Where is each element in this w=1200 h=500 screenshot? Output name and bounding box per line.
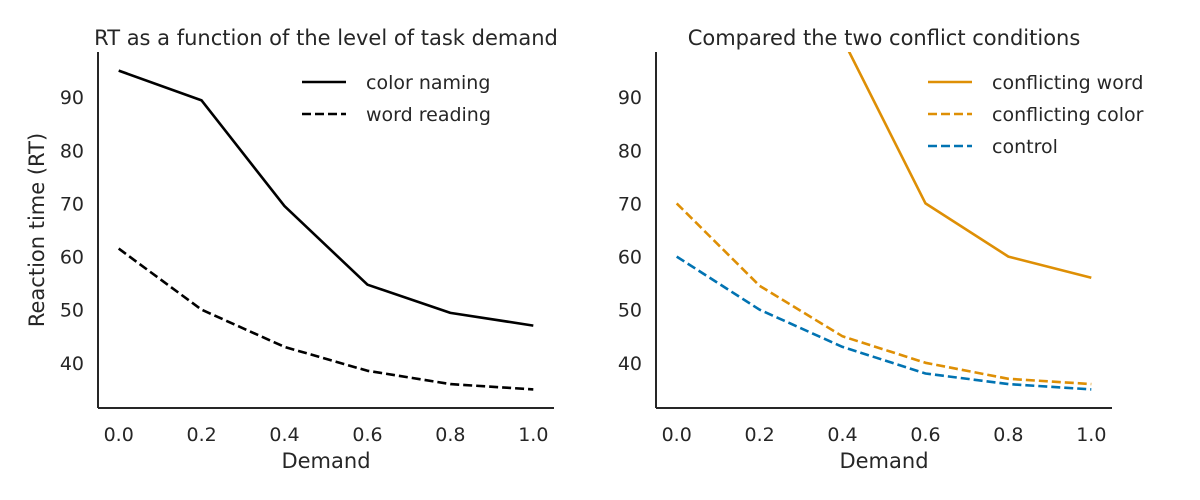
x-tick-label: 1.0	[1076, 424, 1106, 446]
chart-panel-left: RT as a function of the level of task de…	[25, 26, 558, 473]
legend-label-control: control	[992, 136, 1058, 158]
chart-title: RT as a function of the level of task de…	[94, 26, 558, 50]
y-tick-label: 80	[618, 140, 642, 162]
y-tick-label: 40	[618, 353, 642, 375]
x-axis-label: Demand	[281, 449, 370, 473]
y-tick-label: 90	[618, 87, 642, 109]
x-tick-label: 0.6	[352, 424, 382, 446]
x-tick-label: 0.4	[827, 424, 857, 446]
x-tick-label: 0.8	[993, 424, 1023, 446]
x-tick-label: 0.0	[662, 424, 692, 446]
series-line-word-reading	[117, 247, 534, 391]
y-tick-label: 70	[60, 193, 84, 215]
legend: color naming word reading	[302, 72, 491, 126]
x-tick-label: 0.6	[910, 424, 940, 446]
x-tick-labels: 0.0 0.2 0.4 0.6 0.8 1.0	[662, 424, 1107, 446]
plot-area: 0.0 0.2 0.4 0.6 0.8 1.0 40 50 60 70 80 90 conflict…	[618, 52, 1144, 446]
chart-title: Compared the two conflict conditions	[688, 26, 1081, 50]
chart-panel-right: Compared the two conflict conditions 0.0…	[618, 26, 1144, 473]
y-tick-label: 60	[618, 247, 642, 269]
legend-label-conflicting-color: conflicting color	[992, 104, 1144, 126]
x-tick-label: 1.0	[518, 424, 548, 446]
y-tick-labels: 40 50 60 70 80 90	[618, 87, 642, 375]
legend-label-conflicting-word: conflicting word	[992, 72, 1143, 94]
series-line-conflicting-word	[847, 52, 1092, 280]
x-tick-labels: 0.0 0.2 0.4 0.6 0.8 1.0	[104, 424, 549, 446]
legend-label-color-naming: color naming	[366, 72, 490, 94]
y-axis-label: Reaction time (RT)	[25, 133, 49, 327]
data-layer	[117, 69, 534, 391]
x-tick-label: 0.2	[744, 424, 774, 446]
y-tick-labels: 40 50 60 70 80 90	[60, 87, 84, 375]
legend-label-word-reading: word reading	[366, 104, 491, 126]
x-tick-label: 0.4	[269, 424, 299, 446]
y-tick-label: 50	[60, 300, 84, 322]
y-tick-label: 40	[60, 353, 84, 375]
data-layer	[675, 52, 1092, 391]
series-line-color-naming	[118, 69, 534, 327]
y-tick-label: 80	[60, 140, 84, 162]
x-tick-label: 0.8	[435, 424, 465, 446]
x-tick-label: 0.2	[186, 424, 216, 446]
x-axis-label: Demand	[839, 449, 928, 473]
y-tick-label: 50	[618, 300, 642, 322]
series-line-conflicting-color	[675, 202, 1092, 386]
series-line-control	[675, 255, 1092, 391]
y-tick-label: 90	[60, 87, 84, 109]
legend: conflicting word conflicting color control	[928, 72, 1144, 158]
y-tick-label: 70	[618, 193, 642, 215]
x-tick-label: 0.0	[104, 424, 134, 446]
plot-area: 0.0 0.2 0.4 0.6 0.8 1.0 40 50 60 70 80 90 color na…	[60, 52, 554, 446]
y-tick-label: 60	[60, 247, 84, 269]
